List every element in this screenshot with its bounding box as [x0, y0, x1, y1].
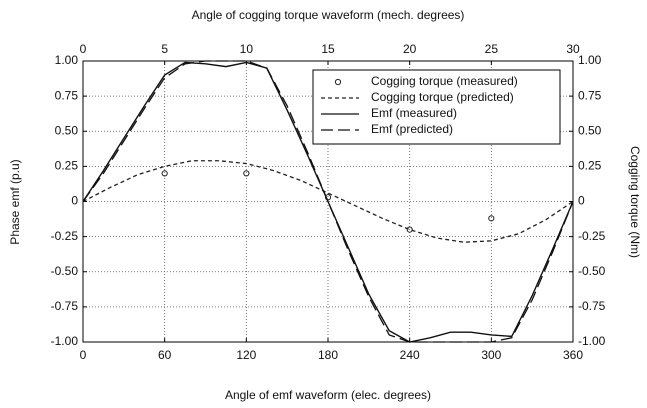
y-tick-label: 0	[71, 194, 78, 208]
x-tick-label: 300	[481, 348, 501, 362]
y-tick-label: -0.50	[51, 264, 79, 278]
y-tick-label: -0.25	[51, 229, 79, 243]
y2-axis-label: Cogging torque (Nm)	[628, 146, 642, 258]
y-axis-label: Phase emf (p.u)	[8, 159, 22, 244]
legend-label: Cogging torque (predicted)	[371, 90, 514, 104]
x-tick-label: 120	[236, 348, 256, 362]
x2-tick-label: 10	[240, 42, 254, 56]
series-line	[82, 60, 574, 343]
x-tick-label: 240	[400, 348, 420, 362]
y2-tick-label: 0.25	[578, 159, 602, 173]
x2-tick-label: 5	[161, 42, 168, 56]
y-tick-label: -0.75	[51, 299, 79, 313]
y2-tick-label: -0.75	[578, 299, 606, 313]
y-tick-label: -1.00	[51, 334, 79, 348]
data-point	[161, 170, 168, 177]
x2-tick-label: 30	[566, 42, 580, 56]
legend: Cogging torque (measured) Cogging torque …	[312, 69, 561, 145]
x-tick-label: 60	[158, 348, 172, 362]
x-tick-label: 180	[318, 348, 338, 362]
y2-tick-label: 0.75	[578, 88, 602, 102]
y2-tick-label: -0.50	[578, 264, 606, 278]
y-tick-label: 0.25	[55, 159, 79, 173]
x-tick-label: 0	[80, 348, 87, 362]
y2-tick-label: 0.50	[578, 123, 602, 137]
legend-label: Emf (measured)	[371, 106, 457, 120]
y2-tick-label: 1.00	[578, 53, 602, 67]
y2-tick-label: 0	[578, 194, 585, 208]
data-point	[243, 170, 250, 177]
y-tick-label: 0.50	[55, 123, 79, 137]
legend-box	[312, 69, 561, 145]
data-point	[406, 226, 413, 233]
x-tick-label: 360	[563, 348, 583, 362]
legend-label: Emf (predicted)	[371, 122, 453, 136]
data-point	[488, 215, 495, 222]
chart-title: Angle of cogging torque waveform (mech. …	[192, 8, 465, 22]
legend-label: Cogging torque (measured)	[371, 74, 518, 88]
y2-tick-label: -1.00	[578, 334, 606, 348]
legend-marker	[334, 78, 342, 86]
x-axis-label: Angle of emf waveform (elec. degrees)	[225, 388, 431, 402]
y-tick-label: 0.75	[55, 88, 79, 102]
y2-tick-label: -0.25	[578, 229, 606, 243]
x2-tick-label: 25	[485, 42, 499, 56]
x2-tick-label: 0	[80, 42, 87, 56]
x2-tick-label: 15	[321, 42, 335, 56]
y-tick-label: 1.00	[55, 53, 79, 67]
series-line	[82, 61, 574, 343]
x2-tick-label: 20	[403, 42, 417, 56]
